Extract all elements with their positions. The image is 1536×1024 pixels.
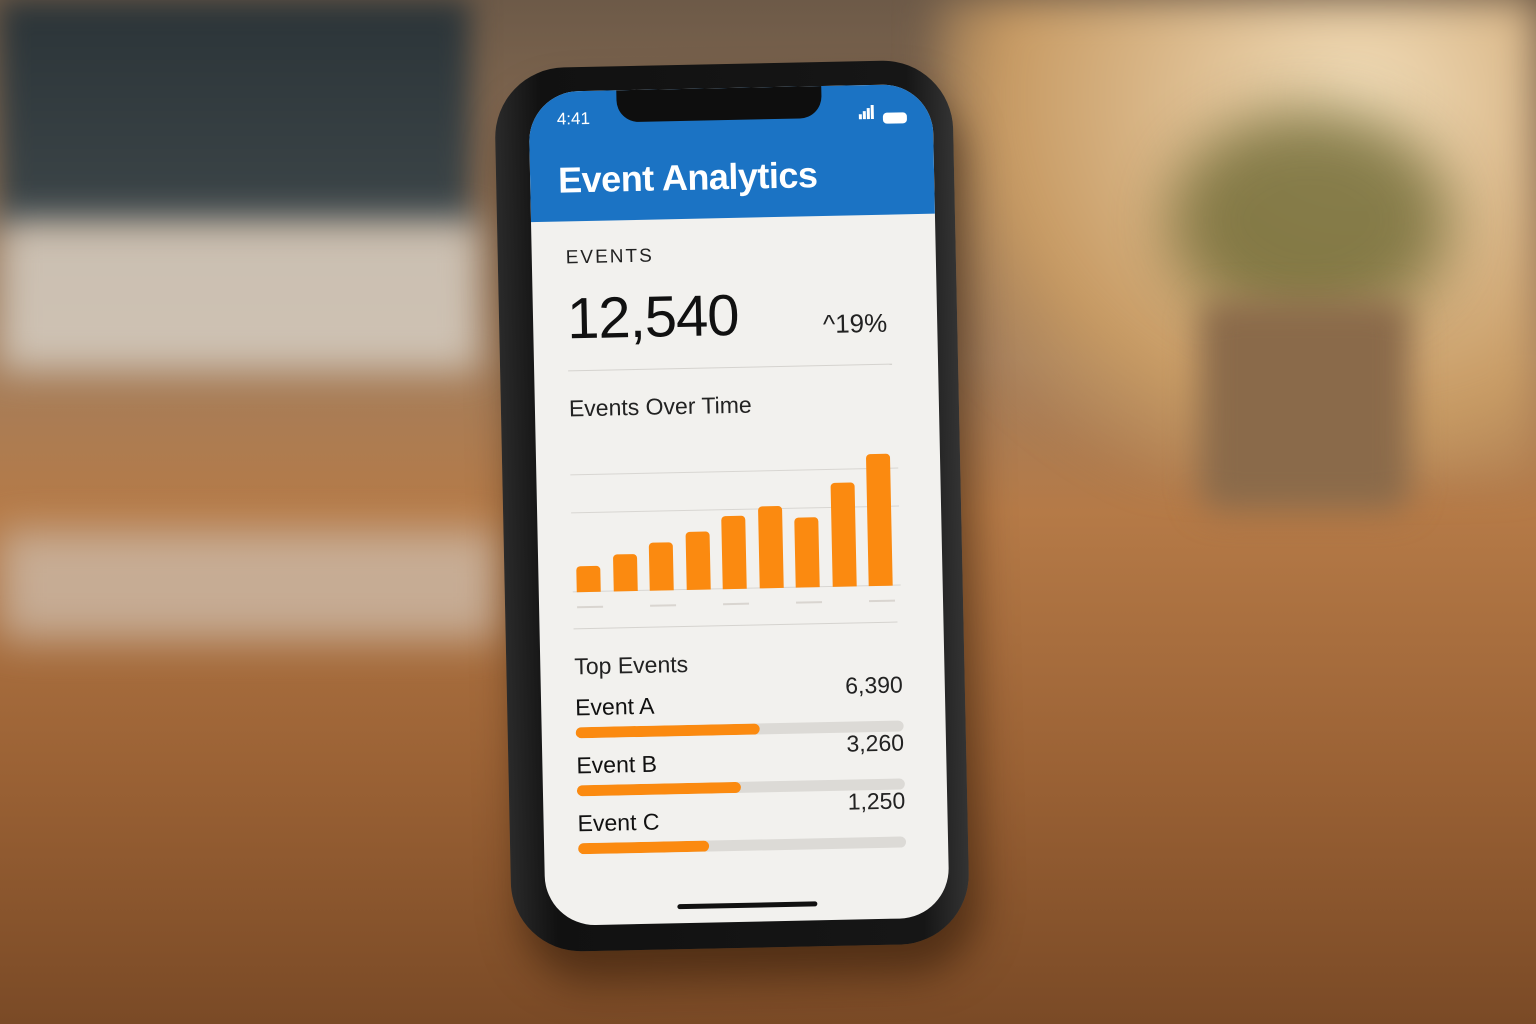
background-monitor-stand — [0, 220, 480, 370]
events-change: ^19% — [823, 308, 888, 340]
chart-title: Events Over Time — [568, 391, 752, 422]
event-progress-fill — [576, 781, 742, 797]
chart-bar — [757, 506, 784, 589]
chart-bar — [794, 517, 820, 588]
notch — [616, 86, 822, 123]
chart-bar — [648, 542, 674, 591]
top-events-list: Event A 6,390 Event B 3,260 Event C 1,250 — [574, 671, 922, 855]
content: EVENTS 12,540 ^19% Events Over Time Top … — [531, 214, 948, 855]
event-row-header: Event A 6,390 — [574, 671, 903, 721]
status-time: 4:41 — [556, 108, 591, 129]
x-tick — [796, 601, 823, 604]
page-title: Event Analytics — [557, 154, 818, 201]
background-keyboard — [0, 530, 500, 640]
event-progress-fill — [578, 840, 710, 855]
chart-bar — [830, 482, 857, 587]
event-progress-fill — [575, 723, 760, 739]
background-plant-pot — [1200, 300, 1410, 510]
x-tick — [723, 602, 750, 606]
background-plant — [1170, 110, 1450, 330]
event-row-header: Event B 3,260 — [576, 729, 904, 779]
events-bar-chart — [569, 422, 901, 619]
event-name: Event A — [574, 692, 655, 721]
event-row-header: Event C 1,250 — [577, 787, 905, 837]
phone-screen: 4:41 Event Analytics EVENTS 12,540 ^19% … — [528, 83, 950, 926]
events-label: EVENTS — [565, 245, 655, 269]
phone: 4:41 Event Analytics EVENTS 12,540 ^19% … — [493, 59, 971, 953]
event-count: 1,250 — [847, 787, 906, 815]
event-name: Event C — [577, 808, 660, 837]
home-indicator[interactable] — [677, 901, 818, 910]
events-total: 12,540 — [566, 282, 740, 352]
chart-bar — [721, 516, 747, 590]
chart-bar — [865, 453, 893, 587]
x-tick — [869, 599, 896, 603]
divider — [573, 621, 898, 630]
x-tick — [650, 604, 677, 607]
x-tick — [577, 605, 604, 609]
events-kpi: 12,540 ^19% — [566, 278, 911, 352]
background-monitor — [0, 0, 470, 230]
chart-bar — [576, 565, 601, 593]
event-row[interactable]: Event C 1,250 — [577, 787, 907, 855]
event-count: 6,390 — [844, 671, 904, 699]
signal-icon — [858, 104, 875, 124]
gridline — [570, 467, 899, 476]
battery-icon — [882, 112, 908, 124]
event-count: 3,260 — [846, 729, 905, 757]
chart-bar — [612, 554, 638, 592]
caret-up-icon: ^ — [822, 308, 836, 340]
change-value: 19% — [834, 307, 888, 339]
event-name: Event B — [576, 750, 658, 779]
status-icons — [858, 104, 908, 124]
event-progress-track — [578, 836, 907, 855]
chart-bar — [685, 531, 711, 590]
divider — [568, 363, 893, 372]
